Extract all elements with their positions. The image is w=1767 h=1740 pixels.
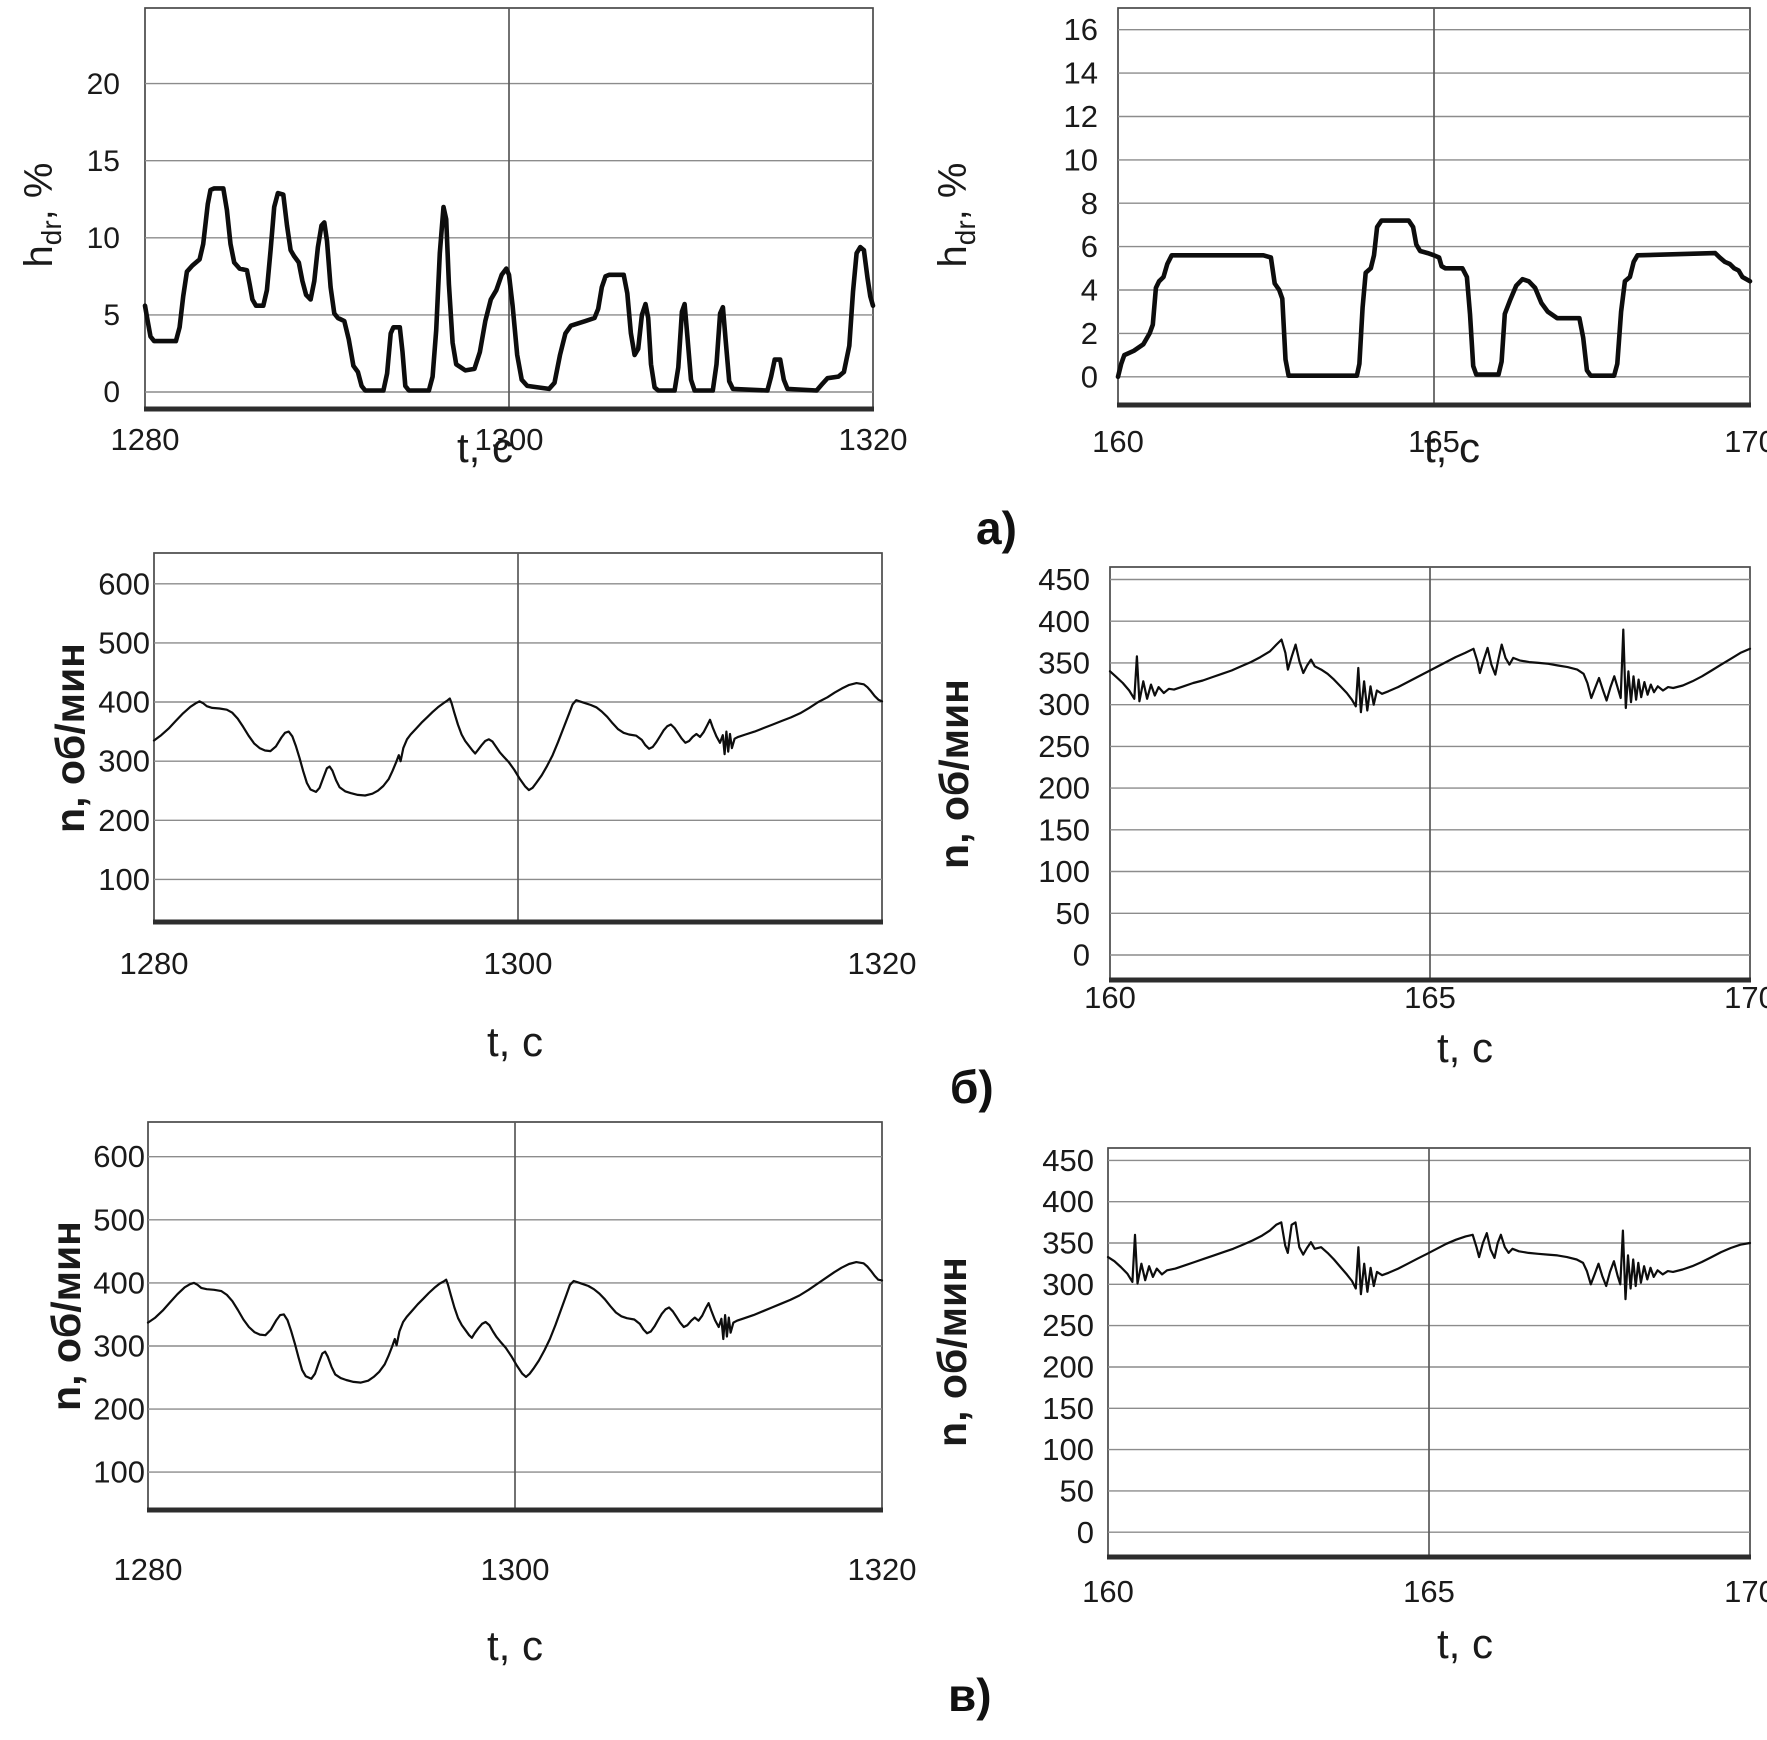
series-line-n [152,681,884,797]
x-tick-label: 160 [1082,1574,1134,1609]
y-axis-title: hdr, % [17,163,67,268]
y-tick-label: 100 [98,862,150,897]
panel-label-v: в) [948,1669,992,1721]
y-tick-label: 150 [1038,812,1090,847]
x-axis-title: t, c [457,424,513,471]
y-axis-title: n, об/мин [929,1257,975,1447]
y-tick-label: 0 [1081,359,1098,394]
y-tick-label: 16 [1064,12,1098,47]
series-line-n [146,1260,884,1384]
chart-n-vs-time-right-bottom: 0 50 100 150 200 250 300 350 400 450 160 165 170 t, c… [929,1143,1767,1667]
series-line-h_dr [142,186,876,393]
x-tick-label: 170 [1724,980,1767,1015]
y-tick-label: 50 [1060,1473,1094,1508]
y-axis-title: n, об/мин [47,643,93,833]
chart-n-vs-time-right-middle: 0 50 100 150 200 250 300 350 400 450 160 165 170 t, c… [931,562,1767,1071]
y-tick-label: 500 [98,625,150,660]
y-tick-label: 300 [1042,1267,1094,1302]
x-tick-label: 165 [1404,980,1456,1015]
x-tick-label: 1320 [839,422,908,457]
series-line-h_dr [1115,218,1753,380]
y-tick-label: 200 [98,803,150,838]
y-axis-title: hdr, % [931,163,981,268]
y-tick-label: 300 [93,1329,145,1364]
x-tick-label: 170 [1724,424,1767,459]
y-tick-label: 14 [1064,56,1098,91]
chart-hdr-vs-time-left: 0 5 10 15 20 1280 1300 1320 t, c hdr, % [17,7,908,471]
x-tick-label: 1280 [120,946,189,981]
x-tick-label: 170 [1724,1574,1767,1609]
y-tick-label: 100 [93,1455,145,1490]
y-tick-label: 10 [1064,142,1098,177]
y-tick-label: 8 [1081,186,1098,221]
y-tick-label: 400 [1038,604,1090,639]
y-tick-label: 5 [103,299,120,332]
chart-n-vs-time-left-middle: 100 200 300 400 500 600 1280 1300 1320 t, c n, об/… [47,552,917,1065]
x-tick-label: 165 [1403,1574,1455,1609]
x-tick-label: 165 [1408,424,1460,459]
x-tick-label: 1280 [111,422,180,457]
y-tick-label: 100 [1042,1432,1094,1467]
x-tick-label: 1320 [848,946,917,981]
y-tick-label: 400 [1042,1184,1094,1219]
y-tick-label: 6 [1081,229,1098,264]
y-tick-label: 250 [1038,729,1090,764]
x-tick-label: 1300 [475,422,544,457]
y-tick-label: 500 [93,1202,145,1237]
y-tick-label: 600 [93,1139,145,1174]
y-tick-label: 0 [1073,938,1090,973]
y-tick-label: 200 [1038,771,1090,806]
x-axis-title: t, c [1437,1024,1493,1071]
y-tick-label: 600 [98,566,150,601]
x-tick-label: 1300 [481,1552,550,1587]
y-tick-label: 400 [93,1265,145,1300]
y-axis-title: n, об/мин [43,1221,89,1411]
y-tick-label: 400 [98,685,150,720]
y-tick-label: 200 [1042,1350,1094,1385]
y-tick-label: 350 [1038,646,1090,681]
y-tick-label: 450 [1042,1143,1094,1178]
y-axis-title: n, об/мин [931,679,977,869]
y-tick-label: 300 [98,744,150,779]
y-tick-label: 2 [1081,316,1098,351]
y-tick-label: 10 [87,222,120,255]
series-line-n [1106,1221,1752,1301]
y-tick-label: 0 [103,376,120,409]
y-tick-label: 4 [1081,273,1098,308]
x-axis-title: t, c [487,1622,543,1669]
y-tick-label: 0 [1077,1515,1094,1550]
y-tick-label: 12 [1064,99,1098,134]
y-tick-label: 100 [1038,854,1090,889]
x-tick-label: 1280 [114,1552,183,1587]
chart-hdr-vs-time-right: 0 2 4 6 8 10 12 14 16 160 165 170 t, c hdr, % [931,7,1767,471]
y-tick-label: 15 [87,145,120,178]
x-tick-label: 160 [1092,424,1144,459]
series-line-n [1108,628,1752,714]
x-tick-label: 1300 [484,946,553,981]
x-tick-label: 1320 [848,1552,917,1587]
y-tick-label: 200 [93,1392,145,1427]
x-axis-title: t, c [487,1018,543,1065]
panel-label-a: а) [976,502,1017,554]
y-tick-label: 250 [1042,1308,1094,1343]
chart-n-vs-time-left-bottom: 100 200 300 400 500 600 1280 1300 1320 t, c n, об/… [43,1121,917,1669]
y-tick-label: 300 [1038,687,1090,722]
panel-label-b: б) [950,1061,994,1113]
x-axis-title: t, c [1424,424,1480,471]
y-tick-label: 450 [1038,562,1090,597]
x-tick-label: 160 [1084,980,1136,1015]
y-tick-label: 20 [87,68,120,101]
x-axis-title: t, c [1437,1620,1493,1667]
y-tick-label: 350 [1042,1226,1094,1261]
y-tick-label: 150 [1042,1391,1094,1426]
y-tick-label: 50 [1056,896,1090,931]
